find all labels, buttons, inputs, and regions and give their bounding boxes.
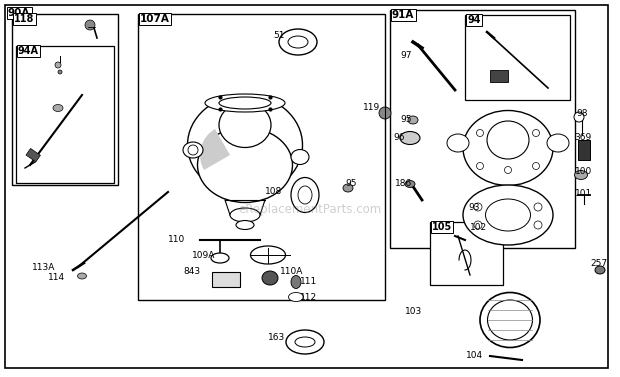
Text: 104: 104 — [466, 351, 483, 360]
Circle shape — [474, 221, 482, 229]
Ellipse shape — [230, 208, 260, 222]
Circle shape — [574, 112, 584, 122]
Ellipse shape — [298, 186, 312, 204]
Bar — [578, 140, 590, 160]
Ellipse shape — [262, 271, 278, 285]
Circle shape — [533, 162, 539, 170]
Circle shape — [85, 20, 95, 30]
Text: 119: 119 — [363, 104, 380, 112]
Ellipse shape — [447, 134, 469, 152]
Ellipse shape — [595, 266, 605, 274]
Bar — [12, 14, 118, 185]
Text: 369: 369 — [574, 133, 591, 143]
Bar — [26, 149, 40, 162]
Bar — [16, 46, 114, 183]
Ellipse shape — [78, 273, 87, 279]
Text: 96: 96 — [393, 133, 404, 143]
Text: 98: 98 — [576, 109, 588, 118]
Ellipse shape — [400, 132, 420, 144]
Text: 94: 94 — [467, 15, 480, 25]
Wedge shape — [200, 129, 230, 170]
Text: 97: 97 — [400, 51, 412, 60]
Circle shape — [505, 167, 511, 173]
Text: 257: 257 — [590, 259, 607, 268]
Ellipse shape — [463, 185, 553, 245]
Text: 843: 843 — [183, 268, 200, 276]
Ellipse shape — [343, 184, 353, 192]
Ellipse shape — [198, 127, 293, 202]
Bar — [212, 272, 240, 287]
Text: 51: 51 — [273, 31, 285, 40]
Ellipse shape — [547, 134, 569, 152]
Ellipse shape — [291, 150, 309, 164]
Text: 101: 101 — [575, 188, 592, 198]
Bar — [390, 10, 575, 248]
Ellipse shape — [211, 253, 229, 263]
Text: eReplacementParts.com: eReplacementParts.com — [238, 204, 382, 216]
Text: 95: 95 — [345, 178, 356, 187]
Text: 110: 110 — [168, 236, 185, 245]
Text: 118: 118 — [14, 14, 34, 24]
Ellipse shape — [286, 330, 324, 354]
Text: 100: 100 — [575, 167, 592, 176]
Text: 109A: 109A — [192, 250, 215, 259]
Circle shape — [477, 162, 484, 170]
Ellipse shape — [291, 276, 301, 288]
Ellipse shape — [291, 178, 319, 213]
Text: 112: 112 — [300, 293, 317, 302]
Text: 107A: 107A — [140, 14, 170, 24]
Text: 93: 93 — [468, 204, 479, 213]
Ellipse shape — [288, 36, 308, 48]
Bar — [430, 222, 503, 285]
Text: 91A: 91A — [392, 10, 414, 20]
Text: 90A: 90A — [8, 8, 30, 18]
Ellipse shape — [279, 29, 317, 55]
Bar — [465, 15, 570, 100]
Ellipse shape — [575, 170, 588, 179]
Ellipse shape — [205, 94, 285, 112]
Circle shape — [379, 107, 391, 119]
Ellipse shape — [288, 293, 304, 302]
Ellipse shape — [183, 142, 203, 158]
Text: 114: 114 — [48, 273, 65, 282]
Ellipse shape — [187, 95, 303, 195]
Bar — [138, 14, 385, 300]
Circle shape — [55, 62, 61, 68]
Text: 113A: 113A — [32, 262, 55, 271]
Ellipse shape — [408, 116, 418, 124]
Text: 102: 102 — [470, 222, 487, 231]
Text: 186: 186 — [395, 178, 412, 187]
Text: 110A: 110A — [280, 268, 303, 276]
Circle shape — [474, 203, 482, 211]
Text: 94A: 94A — [18, 46, 39, 56]
Ellipse shape — [219, 103, 271, 147]
Text: 105: 105 — [432, 222, 452, 232]
Circle shape — [533, 130, 539, 136]
Circle shape — [534, 221, 542, 229]
Text: 108: 108 — [265, 187, 282, 196]
Ellipse shape — [463, 110, 553, 185]
Text: 95: 95 — [400, 115, 412, 124]
Ellipse shape — [250, 246, 285, 264]
Text: 163: 163 — [268, 334, 285, 342]
Circle shape — [477, 130, 484, 136]
Ellipse shape — [53, 104, 63, 112]
Circle shape — [534, 203, 542, 211]
Ellipse shape — [236, 221, 254, 230]
Ellipse shape — [480, 293, 540, 348]
Ellipse shape — [485, 199, 531, 231]
Text: 103: 103 — [405, 308, 422, 317]
Ellipse shape — [219, 97, 271, 109]
Ellipse shape — [487, 300, 533, 340]
Circle shape — [58, 70, 62, 74]
Circle shape — [188, 145, 198, 155]
Ellipse shape — [295, 337, 315, 347]
Text: 111: 111 — [300, 277, 317, 287]
Ellipse shape — [405, 181, 415, 187]
Ellipse shape — [487, 121, 529, 159]
Bar — [490, 70, 508, 82]
